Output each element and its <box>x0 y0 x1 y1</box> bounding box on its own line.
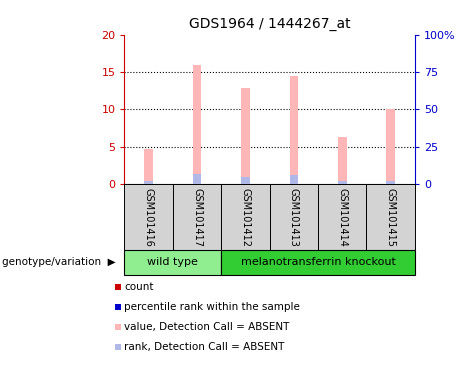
Text: GSM101416: GSM101416 <box>144 188 154 247</box>
Title: GDS1964 / 1444267_at: GDS1964 / 1444267_at <box>189 17 350 31</box>
Text: wild type: wild type <box>148 257 198 267</box>
Text: melanotransferrin knockout: melanotransferrin knockout <box>241 257 396 267</box>
Bar <box>241 177 250 184</box>
Text: GSM101413: GSM101413 <box>289 188 299 247</box>
Bar <box>193 174 201 184</box>
Bar <box>270 184 318 250</box>
Bar <box>318 184 366 250</box>
Bar <box>241 88 250 184</box>
Text: percentile rank within the sample: percentile rank within the sample <box>124 302 301 312</box>
Bar <box>144 180 153 184</box>
Bar <box>290 76 298 184</box>
Bar <box>124 250 221 275</box>
Bar <box>338 137 347 184</box>
Bar <box>386 109 395 184</box>
Bar <box>221 250 415 275</box>
Text: GSM101417: GSM101417 <box>192 188 202 247</box>
Bar <box>124 184 173 250</box>
Bar <box>221 184 270 250</box>
Text: GSM101412: GSM101412 <box>241 188 250 247</box>
Bar <box>386 180 395 184</box>
Text: GSM101415: GSM101415 <box>386 188 396 247</box>
Text: GSM101414: GSM101414 <box>337 188 347 247</box>
Text: count: count <box>124 282 154 292</box>
Bar <box>193 65 201 184</box>
Bar <box>290 175 298 184</box>
Bar <box>144 149 153 184</box>
Bar <box>173 184 221 250</box>
Bar <box>366 184 415 250</box>
Text: value, Detection Call = ABSENT: value, Detection Call = ABSENT <box>124 322 290 332</box>
Text: genotype/variation  ▶: genotype/variation ▶ <box>2 257 115 267</box>
Bar <box>338 181 347 184</box>
Text: rank, Detection Call = ABSENT: rank, Detection Call = ABSENT <box>124 342 285 352</box>
